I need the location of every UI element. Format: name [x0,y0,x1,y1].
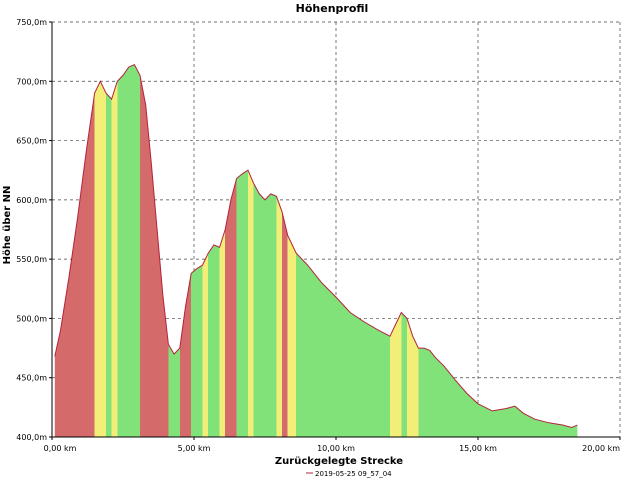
y-tick-label-0: 400,0m [16,433,47,442]
x-tick-label-0: 0,00 km [44,444,77,453]
x-tick-label-2: 10,00 km [317,444,355,453]
x-tick-label-3: 15,00 km [459,444,497,453]
y-tick-label-2: 500,0m [16,314,47,323]
y-tick-label-1: 450,0m [16,374,47,383]
y-tick-label-6: 700,0m [16,77,47,86]
chart-title: Höhenprofil [296,2,369,15]
y-tick-label-7: 750,0m [16,18,47,27]
x-axis-label: Zurückgelegte Strecke [275,456,403,467]
y-tick-label-4: 600,0m [16,196,47,205]
elevation-line [54,64,578,429]
y-tick-label-5: 650,0m [16,137,47,146]
y-axis-label: Höhe über NN [2,186,13,265]
y-tick-label-3: 550,0m [16,255,47,264]
elevation-area [54,64,578,437]
x-tick-label-1: 5,00 km [178,444,211,453]
legend: 2019-05-25 09_57_04 [306,470,392,478]
x-axis-ticks: 0,00 km 5,00 km 10,00 km 15,00 km 20,00 km [44,437,621,453]
legend-label: 2019-05-25 09_57_04 [315,470,392,478]
y-axis-ticks: 400,0m 450,0m 500,0m 550,0m 600,0m 650,0m 700,… [16,18,52,442]
x-tick-label-4: 20,00 km [582,444,620,453]
